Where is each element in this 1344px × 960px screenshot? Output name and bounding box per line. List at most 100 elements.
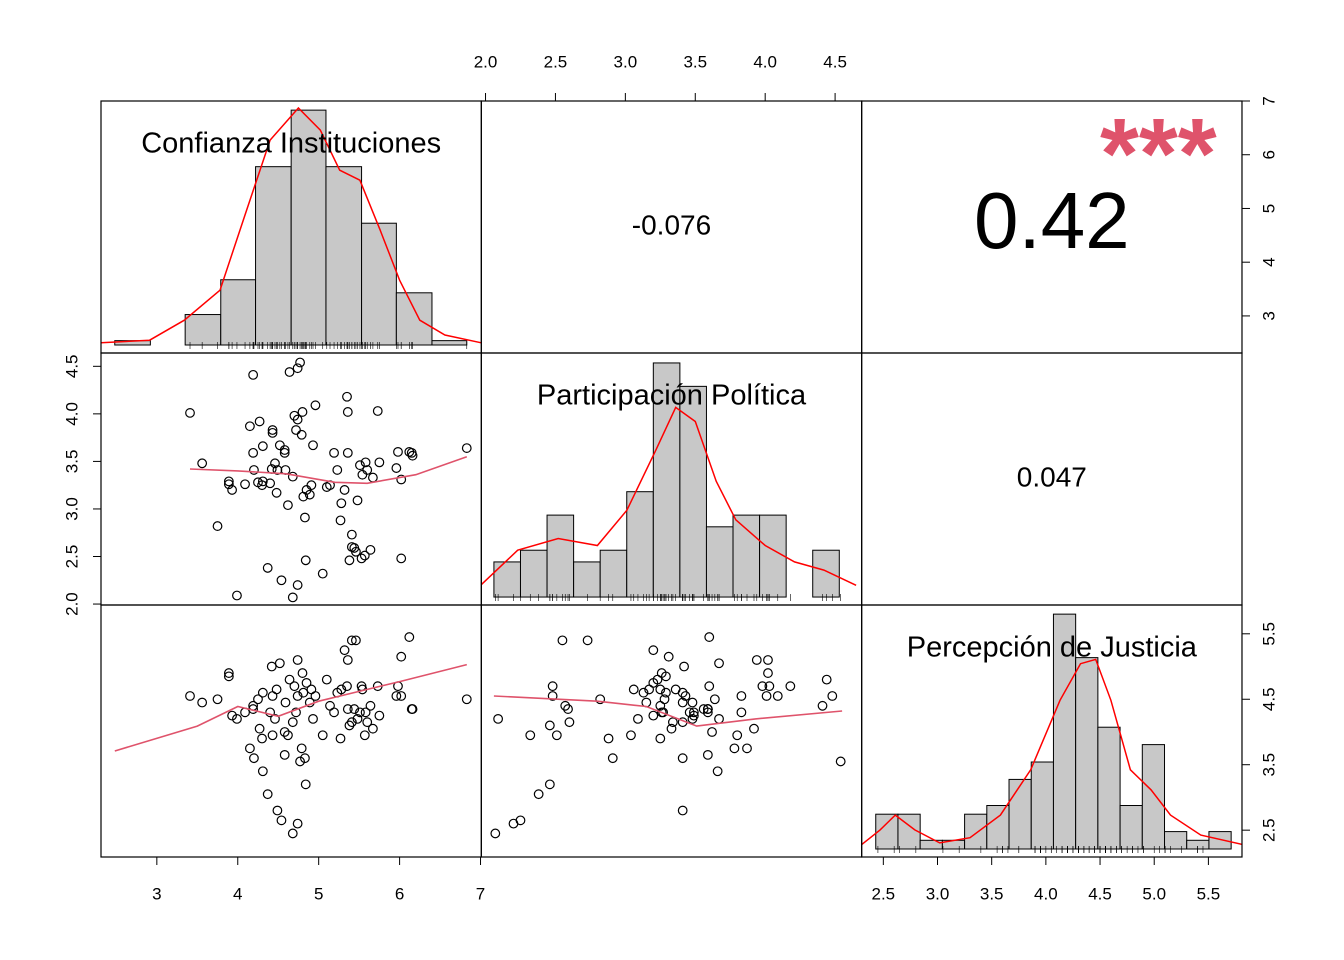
point bbox=[628, 684, 639, 695]
point bbox=[393, 446, 403, 457]
point bbox=[270, 713, 280, 724]
point bbox=[757, 681, 768, 692]
point bbox=[704, 632, 715, 642]
point bbox=[698, 704, 709, 714]
point bbox=[367, 723, 378, 734]
point bbox=[321, 674, 332, 685]
point bbox=[283, 500, 293, 511]
tick-label: 2.5 bbox=[544, 52, 568, 71]
point bbox=[349, 704, 360, 714]
point bbox=[276, 575, 287, 586]
point bbox=[197, 697, 208, 708]
panel-border bbox=[100, 352, 482, 606]
point bbox=[304, 489, 315, 500]
point bbox=[355, 707, 365, 718]
point bbox=[336, 684, 347, 695]
point bbox=[407, 450, 418, 461]
tick-label: 6 bbox=[395, 884, 404, 903]
hist-bar bbox=[626, 491, 654, 598]
point bbox=[346, 717, 357, 728]
point bbox=[827, 691, 838, 701]
hist-bar bbox=[732, 514, 761, 598]
smoother-line bbox=[493, 695, 843, 727]
point bbox=[603, 733, 614, 744]
tick-label: 4 bbox=[1259, 257, 1278, 266]
point bbox=[670, 684, 681, 695]
correlation: 0.047 bbox=[1017, 461, 1087, 492]
point bbox=[336, 498, 347, 509]
point bbox=[292, 414, 303, 425]
point bbox=[648, 645, 659, 656]
point bbox=[227, 485, 237, 495]
variable-name: Participación Política bbox=[537, 380, 807, 412]
point bbox=[310, 400, 321, 411]
point bbox=[595, 694, 606, 705]
point bbox=[655, 684, 666, 695]
point bbox=[310, 691, 321, 701]
tick-label: 3 bbox=[1259, 311, 1278, 320]
point bbox=[300, 779, 311, 790]
point bbox=[284, 674, 295, 685]
tick-label: 3 bbox=[152, 884, 161, 903]
smoother-line bbox=[114, 663, 467, 752]
point bbox=[339, 645, 350, 656]
point bbox=[396, 691, 407, 701]
hist-bar bbox=[1075, 657, 1099, 850]
point bbox=[821, 674, 832, 685]
point bbox=[342, 391, 352, 402]
point bbox=[626, 730, 636, 741]
point bbox=[372, 406, 383, 416]
hist-bar bbox=[919, 839, 943, 850]
point bbox=[335, 733, 346, 744]
point bbox=[732, 730, 743, 741]
point bbox=[267, 730, 278, 741]
point bbox=[374, 710, 385, 721]
point bbox=[356, 553, 367, 564]
point bbox=[265, 478, 276, 489]
point bbox=[396, 651, 407, 662]
hist-bar bbox=[573, 561, 601, 598]
hist-bar bbox=[679, 385, 707, 598]
point bbox=[317, 568, 328, 579]
hist-bar bbox=[599, 549, 628, 598]
tick-label: 3.0 bbox=[62, 497, 81, 521]
hist-bar bbox=[1141, 744, 1166, 850]
tick-label: 2.0 bbox=[474, 52, 498, 71]
point bbox=[297, 407, 308, 417]
hist-bar bbox=[1097, 726, 1121, 850]
point bbox=[655, 733, 666, 744]
point bbox=[557, 635, 568, 646]
tick-label: 5 bbox=[314, 884, 323, 903]
point bbox=[253, 694, 263, 705]
hist-bar bbox=[255, 166, 292, 346]
point bbox=[292, 580, 303, 590]
tick-label: 3.5 bbox=[62, 450, 81, 474]
point bbox=[362, 717, 373, 728]
panel-border bbox=[480, 604, 863, 858]
point bbox=[359, 730, 370, 741]
point bbox=[272, 805, 283, 816]
point bbox=[262, 563, 273, 573]
point bbox=[317, 730, 328, 741]
tick-label: 4.5 bbox=[823, 52, 847, 71]
point bbox=[742, 743, 752, 754]
point bbox=[271, 684, 282, 695]
point bbox=[291, 425, 301, 435]
hist-bar bbox=[986, 805, 1010, 850]
tick-label: 3.5 bbox=[683, 52, 707, 71]
point bbox=[306, 480, 317, 491]
point bbox=[680, 691, 691, 701]
point bbox=[267, 425, 278, 435]
point bbox=[712, 766, 723, 777]
point bbox=[357, 469, 368, 480]
point bbox=[396, 474, 407, 485]
panel-border bbox=[100, 604, 482, 858]
tick-label: 5 bbox=[1259, 204, 1278, 213]
point bbox=[544, 720, 555, 731]
point bbox=[404, 632, 415, 642]
point bbox=[667, 717, 678, 728]
point bbox=[279, 447, 290, 458]
point bbox=[257, 733, 267, 744]
point bbox=[508, 818, 519, 829]
